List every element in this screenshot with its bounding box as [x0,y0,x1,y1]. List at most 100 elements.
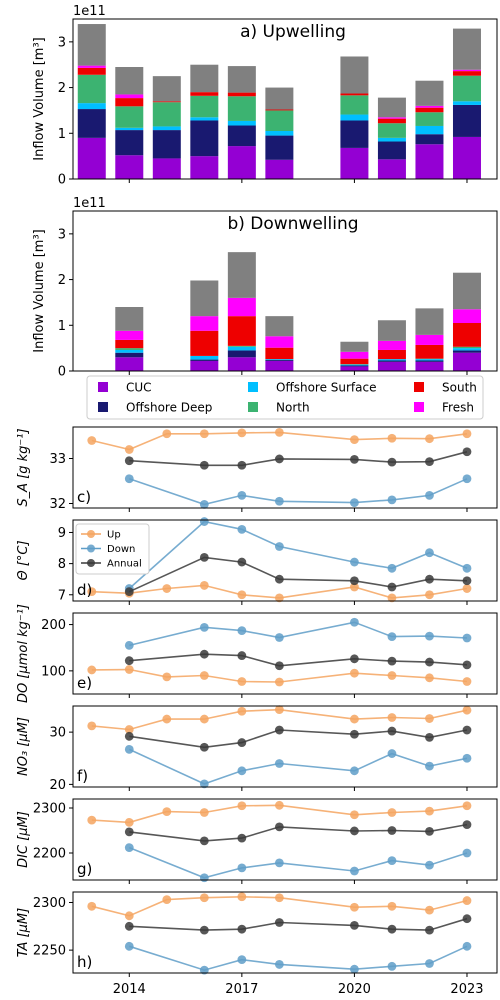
y-tick-label: 2300 [33,802,66,817]
panel-title: b) Downwelling [227,214,358,234]
data-point-down [237,491,247,500]
bar-segment [190,280,219,317]
y-tick-label: 2200 [33,847,66,862]
data-point-annual [462,914,472,924]
data-point-down [425,860,434,870]
panel-5: 20 30 f) NO₃ [µM] [16,705,498,793]
bar-segment [190,330,219,356]
series-line-down [129,846,468,879]
series-line-up [91,804,468,824]
data-point-annual [199,649,209,659]
data-point-down [462,563,472,573]
data-point-down [462,848,472,858]
bar-segment [452,136,481,179]
y-tick-label: 8 [58,557,66,572]
bar-segment [265,359,294,361]
bar-segment [227,346,256,351]
data-point-down [124,474,134,484]
bar-segment [452,272,481,310]
legend-swatch-cuc [98,382,108,392]
data-point-annual [124,456,134,466]
y-axis-label: Inflow Volume [m³] [32,37,47,160]
bar-segment [115,130,144,156]
bar-segment [377,97,406,118]
data-point-down [237,863,247,873]
data-point-down [425,631,434,641]
data-point-annual [387,457,397,467]
data-point-annual [350,576,359,586]
bar-segment [340,93,369,96]
data-point-up [237,428,247,438]
x-tick-label: 2020 [338,982,371,997]
bar-segment [340,366,369,371]
y-tick-label: 1 [58,319,66,334]
y-tick-label: 3 [58,227,66,242]
data-point-annual [237,833,247,843]
y-tick-label: 9 [58,526,66,541]
data-point-annual [387,826,397,835]
data-point-up [162,584,172,593]
data-point-down [199,965,209,975]
data-point-up [462,801,472,811]
bar-segment [452,28,481,70]
data-point-down [387,563,397,573]
data-point-down [274,858,284,868]
data-point-up [425,905,434,915]
data-point-up [199,429,209,439]
data-point-up [124,911,134,921]
bar-segment [452,309,481,323]
data-point-down [199,622,209,632]
data-point-annual [124,921,134,931]
bar-segment [415,344,444,359]
bar-segment [190,359,219,361]
bar-segment [77,137,106,179]
legend-label-north: North [276,401,310,415]
y-tick-label: 1 [58,127,66,142]
data-point-annual [387,924,397,934]
bar-segment [265,159,294,179]
bar-segment [415,334,444,345]
bar-segment [377,340,406,350]
data-point-down [425,491,434,500]
data-point-up [425,714,434,723]
data-point-annual [124,656,134,666]
panel-label: d) [77,581,92,599]
legend-marker-annual [87,559,95,567]
data-point-up [87,815,97,825]
data-point-down [199,517,209,526]
data-point-up [387,593,397,603]
data-point-down [274,496,284,506]
data-point-annual [124,827,134,837]
bar-segment [115,339,144,349]
data-point-annual [124,587,134,597]
bar-segment [452,69,481,72]
data-point-down [237,766,247,776]
data-point-up [87,665,97,675]
axes-frame [72,612,498,695]
bar-segment [452,323,481,347]
data-point-up [124,818,134,827]
data-point-up [199,893,209,903]
data-point-annual [274,822,284,832]
data-point-up [87,901,97,911]
data-point-up [124,665,134,674]
data-point-annual [462,820,472,830]
data-point-annual [425,925,434,935]
y-axis-label: DO [µmol kg⁻¹] [16,604,31,703]
data-point-down [462,633,472,643]
series-line-annual [129,653,468,667]
series-line-annual [129,451,468,467]
series-line-annual [129,729,468,749]
data-point-down [199,500,209,509]
y-tick-label: 100 [41,664,66,679]
legend-label-annual: Annual [107,559,142,570]
data-point-down [350,866,359,876]
data-point-down [199,873,209,883]
data-point-down [462,753,472,763]
bar-segment [227,345,256,347]
panel-title: a) Upwelling [240,22,346,42]
data-point-annual [199,742,209,752]
bar-segment [227,357,256,371]
bar-segment [415,80,444,106]
